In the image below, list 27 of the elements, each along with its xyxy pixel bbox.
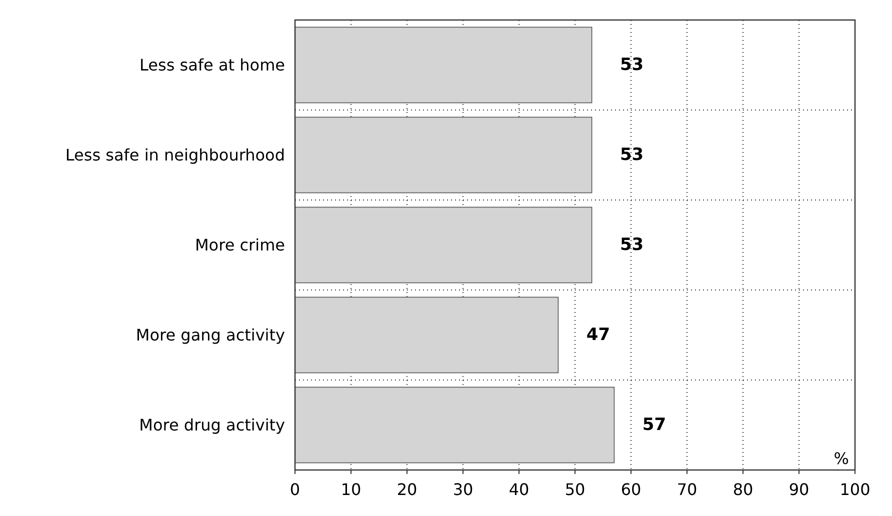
x-tick-label: 50 (564, 480, 586, 499)
x-tick-label: 30 (452, 480, 474, 499)
x-tick-label: 0 (290, 480, 300, 499)
x-tick-label: 20 (396, 480, 418, 499)
y-tick-label: More crime (195, 236, 285, 254)
x-tick-label: 100 (840, 480, 870, 499)
x-tick-label: 80 (732, 480, 754, 499)
x-tick-label: 40 (508, 480, 530, 499)
y-tick-label: More drug activity (139, 416, 285, 434)
bar (294, 296, 559, 374)
x-tick-label: 90 (788, 480, 810, 499)
bar (294, 116, 592, 194)
bar (294, 26, 592, 104)
x-axis-title: % (834, 449, 849, 468)
data-label: 53 (620, 235, 644, 255)
bar (294, 386, 615, 464)
x-tick-label: 70 (676, 480, 698, 499)
y-tick-label: More gang activity (136, 326, 285, 344)
data-label: 53 (620, 55, 644, 75)
y-tick-label: Less safe at home (140, 56, 285, 74)
data-label: 53 (620, 145, 644, 165)
y-tick-label: Less safe in neighbourhood (65, 146, 285, 164)
bar (294, 206, 592, 284)
x-tick-label: 60 (620, 480, 642, 499)
data-label: 47 (586, 325, 610, 345)
data-label: 57 (642, 415, 666, 435)
x-tick-label: 10 (340, 480, 362, 499)
